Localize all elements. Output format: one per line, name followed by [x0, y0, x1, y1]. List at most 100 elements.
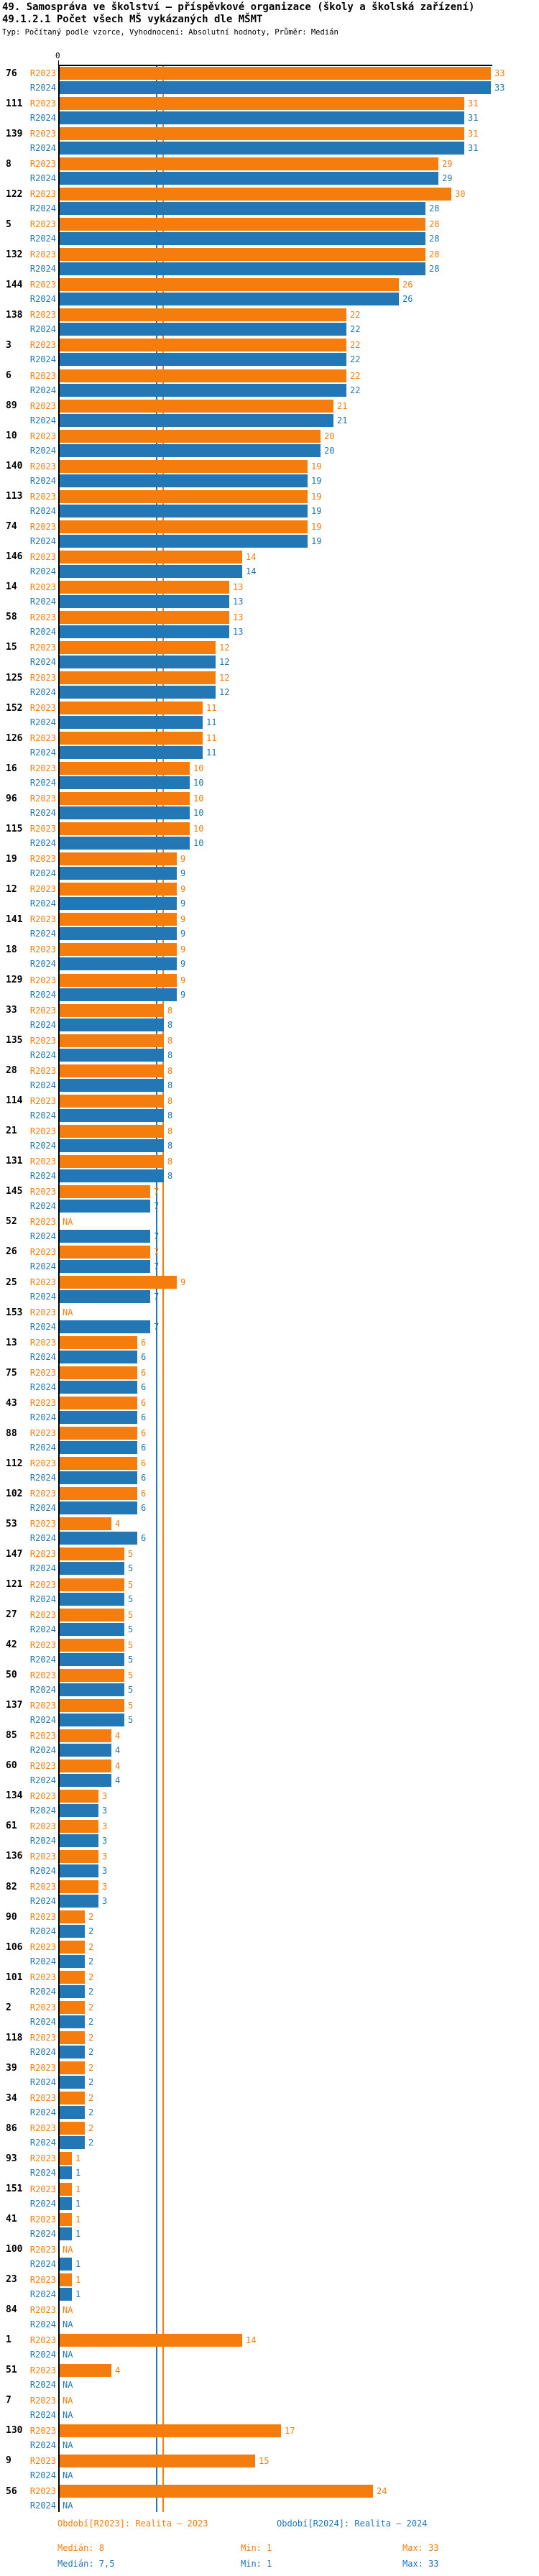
- group-label: 5: [6, 218, 11, 230]
- group-label: 152: [6, 702, 23, 714]
- series-label-r2023: R2023: [29, 581, 56, 592]
- value-label-r2024: 3: [102, 1805, 108, 1816]
- group-label: 56: [6, 2485, 17, 2497]
- group-label: 121: [6, 1579, 23, 1590]
- group-label: 3: [6, 339, 11, 351]
- bar-r2023: [59, 97, 464, 111]
- value-label-r2024: 6: [141, 1443, 147, 1453]
- bar-r2023: [59, 1547, 124, 1561]
- bar-r2023: [59, 188, 451, 201]
- series-label-r2023: R2023: [29, 1609, 56, 1620]
- bar-r2024: [59, 1592, 124, 1606]
- value-label-r2023: 9: [180, 854, 186, 865]
- value-label-r2024: 5: [128, 1624, 134, 1634]
- series-label-r2023: R2023: [29, 2184, 56, 2194]
- bar-r2024: [59, 2287, 72, 2301]
- group-label: 10: [6, 431, 17, 442]
- value-label-r2024: 7: [154, 1292, 160, 1302]
- value-label-r2023: 12: [219, 642, 230, 653]
- group-label: 144: [6, 279, 23, 290]
- series-label-r2024: R2024: [29, 1443, 56, 1453]
- value-label-r2024: 8: [167, 1080, 173, 1090]
- series-label-r2024: R2024: [29, 959, 56, 970]
- bar-r2024: [59, 1381, 137, 1394]
- group-label: 58: [6, 612, 17, 623]
- group-label: 129: [6, 975, 23, 985]
- series-label-r2024: R2024: [29, 1170, 56, 1181]
- bar-r2024: [59, 443, 321, 457]
- bar-r2023: [59, 1668, 124, 1682]
- bar-r2023: [59, 1759, 111, 1772]
- group-label: 138: [6, 309, 23, 321]
- series-label-r2024: R2024: [29, 838, 56, 849]
- value-label-r2024: 9: [180, 898, 186, 909]
- series-label-r2024: R2024: [29, 898, 56, 909]
- series-label-r2024: R2024: [29, 1987, 56, 1997]
- series-label-r2024: R2024: [29, 626, 56, 637]
- x-axis-zero-label: 0: [55, 51, 60, 60]
- bar-r2024: [59, 686, 216, 699]
- series-label-r2024: R2024: [29, 1775, 56, 1785]
- bar-r2023: [59, 1789, 98, 1803]
- series-label-r2024: R2024: [29, 143, 56, 154]
- group-label: 135: [6, 1035, 23, 1046]
- group-label: 134: [6, 1790, 23, 1802]
- na-label-r2024: NA: [63, 2349, 73, 2360]
- value-label-r2023: 5: [128, 1639, 134, 1650]
- series-label-r2024: R2024: [29, 294, 56, 305]
- series-label-r2024: R2024: [29, 2228, 56, 2239]
- series-label-r2024: R2024: [29, 2258, 56, 2269]
- series-label-r2023: R2023: [29, 2123, 56, 2134]
- value-label-r2024: 4: [115, 1775, 121, 1785]
- bar-r2023: [59, 1003, 164, 1017]
- group-label: 147: [6, 1548, 23, 1560]
- group-label: 86: [6, 2122, 17, 2134]
- value-label-r2024: 5: [128, 1714, 134, 1725]
- value-label-r2023: 24: [377, 2486, 387, 2496]
- series-label-r2024: R2024: [29, 1322, 56, 1333]
- group-label: 21: [6, 1126, 17, 1137]
- bar-r2024: [59, 232, 425, 246]
- stat-max-r2023: Max: 33: [402, 2543, 439, 2553]
- value-label-r2024: 9: [180, 989, 186, 1000]
- value-label-r2023: 14: [246, 551, 257, 562]
- series-label-r2023: R2023: [29, 2274, 56, 2285]
- group-label: 102: [6, 1488, 23, 1499]
- stat-max-r2024: Max: 33: [402, 2559, 439, 2569]
- bar-r2024: [59, 927, 177, 941]
- value-label-r2024: 28: [429, 203, 440, 214]
- value-label-r2023: 1: [75, 2214, 81, 2225]
- group-label: 7: [6, 2395, 11, 2406]
- group-label: 41: [6, 2214, 17, 2225]
- value-label-r2023: 13: [233, 612, 244, 622]
- bar-r2023: [59, 973, 177, 987]
- bar-r2023: [59, 671, 216, 684]
- series-label-r2023: R2023: [29, 612, 56, 622]
- bar-r2024: [59, 1471, 137, 1485]
- bar-r2024: [59, 1683, 124, 1696]
- bar-r2023: [59, 1427, 137, 1440]
- value-label-r2024: 4: [115, 1744, 121, 1755]
- series-label-r2023: R2023: [29, 1549, 56, 1560]
- bar-r2024: [59, 2136, 85, 2150]
- value-label-r2024: 3: [102, 1835, 108, 1846]
- series-label-r2024: R2024: [29, 868, 56, 879]
- series-label-r2023: R2023: [29, 2365, 56, 2375]
- bar-r2023: [59, 1276, 177, 1289]
- value-label-r2023: 2: [88, 2123, 94, 2134]
- series-label-r2023: R2023: [29, 975, 56, 985]
- series-label-r2023: R2023: [29, 431, 56, 441]
- bar-r2024: [59, 2015, 85, 2029]
- bar-r2024: [59, 1925, 85, 1938]
- page-title: 49. Samospráva ve školství – příspěvkové…: [2, 1, 475, 13]
- series-label-r2023: R2023: [29, 2425, 56, 2436]
- series-label-r2024: R2024: [29, 385, 56, 395]
- series-label-r2023: R2023: [29, 1095, 56, 1106]
- group-label: 146: [6, 551, 23, 563]
- value-label-r2023: 3: [102, 1821, 108, 1831]
- value-label-r2024: 11: [206, 717, 217, 728]
- bar-r2024: [59, 111, 464, 125]
- value-label-r2023: 11: [206, 703, 217, 714]
- value-label-r2023: 9: [180, 884, 186, 895]
- bar-r2024: [59, 1864, 98, 1877]
